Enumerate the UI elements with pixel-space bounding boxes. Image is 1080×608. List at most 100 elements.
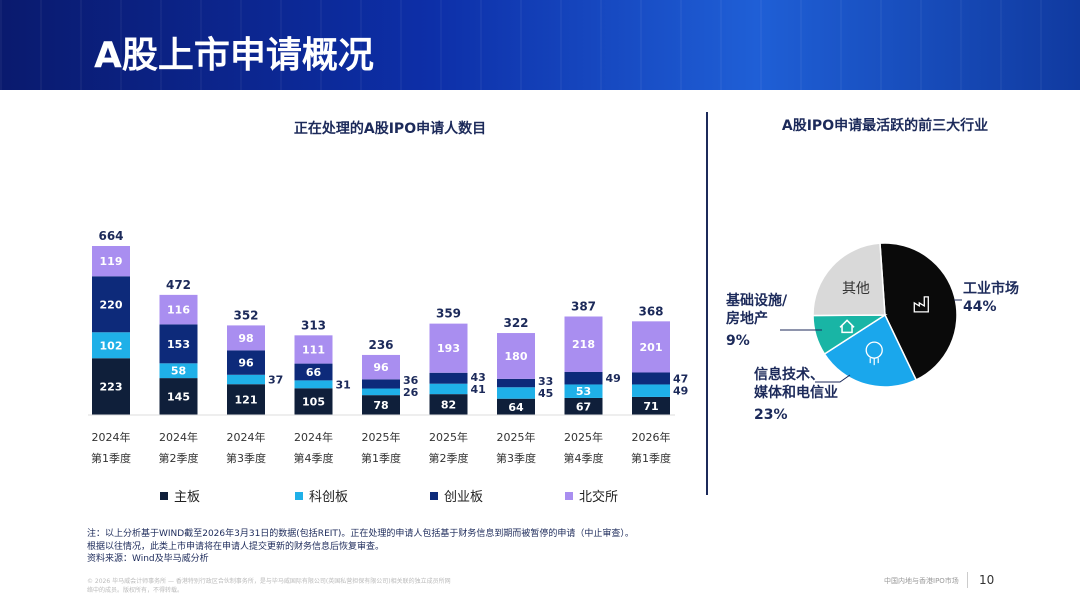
data-label: 49 xyxy=(606,372,621,385)
data-label: 98 xyxy=(238,332,253,345)
pie-label-tmt: 信息技术、媒体和电信业 23% xyxy=(754,366,838,424)
data-label: 193 xyxy=(437,342,460,355)
total-label: 236 xyxy=(368,338,393,352)
label-text: 信息技术、 xyxy=(754,367,824,383)
source-line: 资料来源：Wind及毕马威分析 xyxy=(87,554,209,564)
data-label: 78 xyxy=(373,399,388,412)
bar-segment xyxy=(632,384,670,397)
bar-segment xyxy=(564,316,603,372)
label-pct: 44% xyxy=(963,299,997,315)
bar-segment xyxy=(564,371,603,385)
data-label: 41 xyxy=(471,383,486,396)
data-label: 218 xyxy=(572,338,595,351)
x-tick-label: 第4季度 xyxy=(294,451,334,465)
bar-segment xyxy=(227,350,265,375)
legend-label: 创业板 xyxy=(444,490,484,505)
legend-swatch xyxy=(565,491,573,500)
bar-segment xyxy=(92,358,130,415)
bar-segment xyxy=(294,380,333,389)
x-tick-label: 第3季度 xyxy=(496,451,536,465)
total-label: 322 xyxy=(503,316,528,330)
x-tick-label: 2024年 xyxy=(92,430,131,444)
bar-segment xyxy=(632,372,670,385)
fine-line: © 2026 毕马威会计师事务所 — 香港特别行政区合伙制事务所，是与毕马威国际… xyxy=(87,578,451,585)
legend-item: 科创板 xyxy=(295,486,430,505)
data-label: 220 xyxy=(100,298,123,311)
legend-item: 北交所 xyxy=(565,486,700,505)
notes: 注：以上分析基于WIND截至2026年3月31日的数据(包括REIT)。正在处理… xyxy=(87,528,634,566)
data-label: 64 xyxy=(508,401,524,414)
data-label: 121 xyxy=(235,394,258,407)
x-tick-label: 第2季度 xyxy=(429,451,469,465)
x-tick-label: 2024年 xyxy=(227,430,266,444)
label-pct: 23% xyxy=(754,407,788,423)
bar-segment xyxy=(362,395,400,415)
bar-segment xyxy=(294,335,333,364)
fine-line: 络中的成员。版权所有，不得转载。 xyxy=(87,587,184,594)
data-label: 116 xyxy=(167,304,190,317)
data-label: 145 xyxy=(167,391,190,404)
data-label: 45 xyxy=(538,387,553,400)
legend: 主板 科创板 创业板 北交所 xyxy=(160,486,700,505)
bar-segment xyxy=(159,363,198,379)
x-tick-label: 第1季度 xyxy=(361,451,401,465)
legend-swatch xyxy=(295,491,303,500)
x-tick-label: 2025年 xyxy=(429,430,468,444)
bar-chart-title: 正在处理的A股IPO申请人数目 xyxy=(293,121,487,137)
label-text: 基础设施/ xyxy=(726,293,788,309)
x-tick-label: 第4季度 xyxy=(564,451,604,465)
total-label: 352 xyxy=(233,308,258,322)
page-number: 10 xyxy=(979,573,995,587)
x-tick-label: 2024年 xyxy=(159,430,198,444)
header-banner xyxy=(0,0,1080,90)
x-tick-label: 2024年 xyxy=(294,430,333,444)
data-label: 33 xyxy=(538,375,553,388)
data-label: 53 xyxy=(576,385,591,398)
footer-separator xyxy=(967,572,968,588)
data-label: 58 xyxy=(171,365,186,378)
bar-segment xyxy=(362,379,400,389)
bar-segment xyxy=(497,387,535,399)
data-label: 66 xyxy=(306,366,322,379)
data-label: 96 xyxy=(238,357,254,370)
data-label: 31 xyxy=(336,378,351,391)
bar-segment xyxy=(227,384,265,415)
data-label: 26 xyxy=(403,386,419,399)
x-tick-label: 2026年 xyxy=(632,430,671,444)
legend-item: 创业板 xyxy=(430,486,565,505)
legend-swatch xyxy=(430,491,438,500)
house-icon xyxy=(839,319,855,334)
bar-segment xyxy=(429,323,468,373)
bar-segment xyxy=(497,398,535,415)
data-label: 153 xyxy=(167,338,190,351)
label-text: 房地产 xyxy=(726,311,768,327)
pie-slice-label: 其他 xyxy=(842,281,870,297)
x-tick-label: 第2季度 xyxy=(159,451,199,465)
data-label: 37 xyxy=(268,373,283,386)
page-title: A股上市申请概况 xyxy=(94,35,374,76)
bar-segment xyxy=(159,294,198,325)
x-tick-label: 第1季度 xyxy=(91,451,131,465)
label-text: 工业市场 xyxy=(963,281,1019,297)
bar-segment xyxy=(92,332,130,359)
data-label: 180 xyxy=(505,350,528,363)
data-label: 105 xyxy=(302,396,325,409)
label-text: 媒体和电信业 xyxy=(754,385,838,401)
x-tick-label: 2025年 xyxy=(497,430,536,444)
footer-text: 中国内地与香港IPO市场 xyxy=(884,577,959,585)
data-label: 119 xyxy=(100,255,123,268)
x-tick-label: 2025年 xyxy=(564,430,603,444)
data-label: 102 xyxy=(100,339,123,352)
data-label: 67 xyxy=(576,400,591,413)
data-label: 47 xyxy=(673,372,688,385)
total-label: 368 xyxy=(638,304,663,318)
x-tick-label: 第1季度 xyxy=(631,451,671,465)
data-label: 82 xyxy=(441,399,456,412)
bar-segment xyxy=(497,378,535,388)
legend-label: 北交所 xyxy=(579,490,619,505)
bar-segment xyxy=(92,276,130,333)
bar-segment xyxy=(92,246,130,277)
pie-label-industrial: 工业市场 44% xyxy=(963,280,1019,316)
fine-print: © 2026 毕马威会计师事务所 — 香港特别行政区合伙制事务所，是与毕马威国际… xyxy=(87,577,507,595)
bar-segment xyxy=(159,378,198,415)
